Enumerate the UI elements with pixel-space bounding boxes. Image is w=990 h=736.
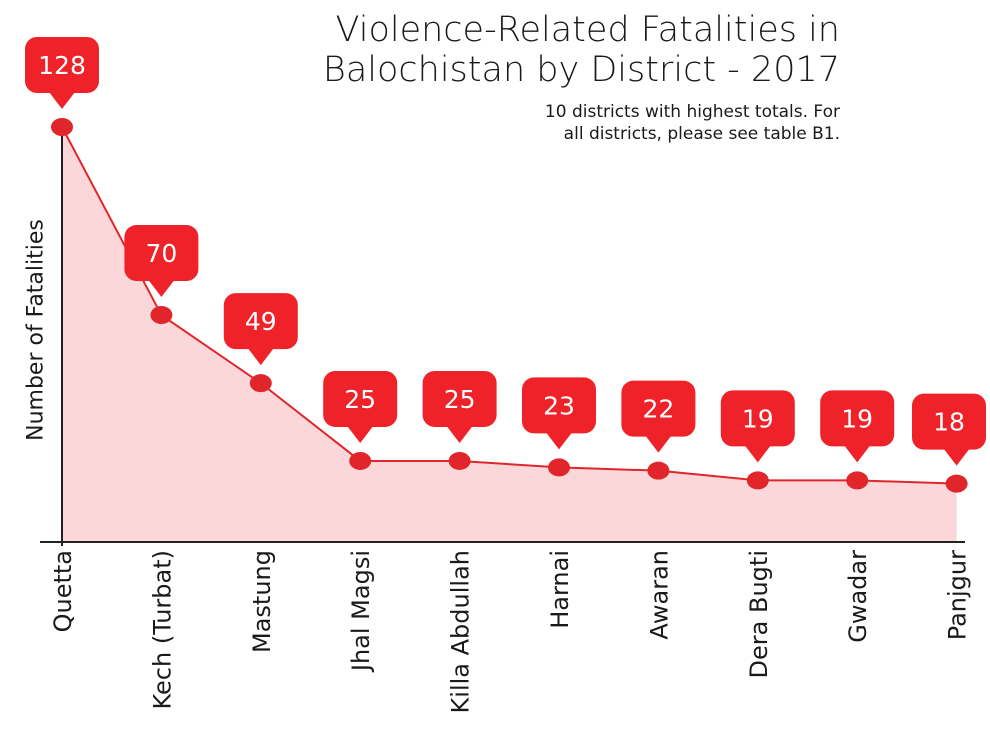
x-tick-label: Kech (Turbat) [148, 550, 176, 710]
data-label: 18 [933, 408, 965, 437]
x-tick-label: Quetta [49, 550, 77, 632]
data-label-callout: 70 [124, 225, 199, 298]
data-label: 25 [344, 385, 376, 414]
x-tick-label: Panjgur [944, 550, 972, 640]
x-tick-label: Mastung [248, 550, 276, 653]
data-label: 19 [742, 404, 774, 433]
callout-layer: 128 70 49 25 25 23 22 19 19 18 [25, 37, 986, 466]
data-label: 23 [543, 391, 575, 420]
data-label-callout: 19 [820, 390, 895, 463]
callout-pointer [446, 425, 473, 443]
data-label: 19 [841, 404, 873, 433]
x-tick-label: Gwadar [844, 550, 872, 643]
x-tick-label: Harnai [546, 550, 574, 629]
marker-layer [51, 118, 968, 493]
chart-subtitle-line-1: 10 districts with highest totals. For [544, 102, 840, 122]
data-label-callout: 49 [223, 293, 298, 366]
data-point [249, 374, 272, 393]
data-label: 25 [444, 385, 476, 414]
axis-layer [40, 135, 965, 546]
data-label-callout: 128 [25, 37, 99, 109]
callout-pointer [347, 425, 374, 443]
callout-pointer [744, 445, 771, 463]
callout-box [912, 393, 986, 450]
callout-pointer [148, 280, 175, 298]
data-label: 128 [38, 51, 86, 80]
x-tick-label: Killa Abdullah [447, 550, 475, 713]
data-point [746, 471, 769, 490]
callout-pointer [49, 92, 75, 109]
data-point [448, 451, 471, 470]
callout-pointer [645, 435, 672, 453]
callout-box [323, 370, 398, 427]
tick-layer: Quetta Kech (Turbat) Mastung Jhal Magsi Kill… [49, 550, 972, 714]
callout-box [621, 380, 696, 437]
data-label: 70 [145, 239, 177, 268]
callout-box [820, 390, 895, 447]
data-label-callout: 19 [720, 390, 795, 463]
callout-pointer [844, 445, 871, 463]
x-tick-label: Dera Bugti [745, 550, 773, 678]
data-label-callout: 22 [621, 380, 696, 453]
data-point [51, 118, 73, 136]
line-layer [61, 126, 957, 485]
callout-box [422, 370, 497, 427]
data-point [150, 306, 173, 325]
area-layer [62, 127, 957, 542]
callout-box [720, 390, 795, 447]
chart-title-line-1: Violence-Related Fatalities in [335, 10, 840, 50]
x-tick-label: Awaran [645, 550, 673, 640]
data-label: 22 [642, 395, 674, 424]
data-label-callout: 23 [522, 377, 596, 450]
data-label-callout: 25 [422, 370, 497, 443]
data-point [945, 474, 968, 493]
callout-pointer [943, 448, 970, 466]
area-fill [62, 127, 957, 542]
callout-pointer [546, 432, 572, 450]
callout-box [522, 377, 596, 434]
data-point [349, 451, 372, 470]
callout-box [124, 225, 199, 282]
data-label-callout: 25 [323, 370, 398, 443]
data-label-callout: 18 [912, 393, 986, 466]
chart-subtitle-line-2: all districts, please see table B1. [563, 124, 840, 144]
chart-title-line-2: Balochistan by District - 2017 [322, 50, 840, 90]
series-line [61, 126, 957, 485]
data-label: 49 [245, 307, 277, 336]
callout-box [25, 37, 99, 93]
data-point [846, 471, 869, 490]
callout-box [223, 293, 298, 350]
callout-pointer [247, 348, 274, 366]
data-point [647, 461, 670, 480]
x-tick-label: Jhal Magsi [347, 550, 375, 673]
data-point [548, 458, 570, 477]
